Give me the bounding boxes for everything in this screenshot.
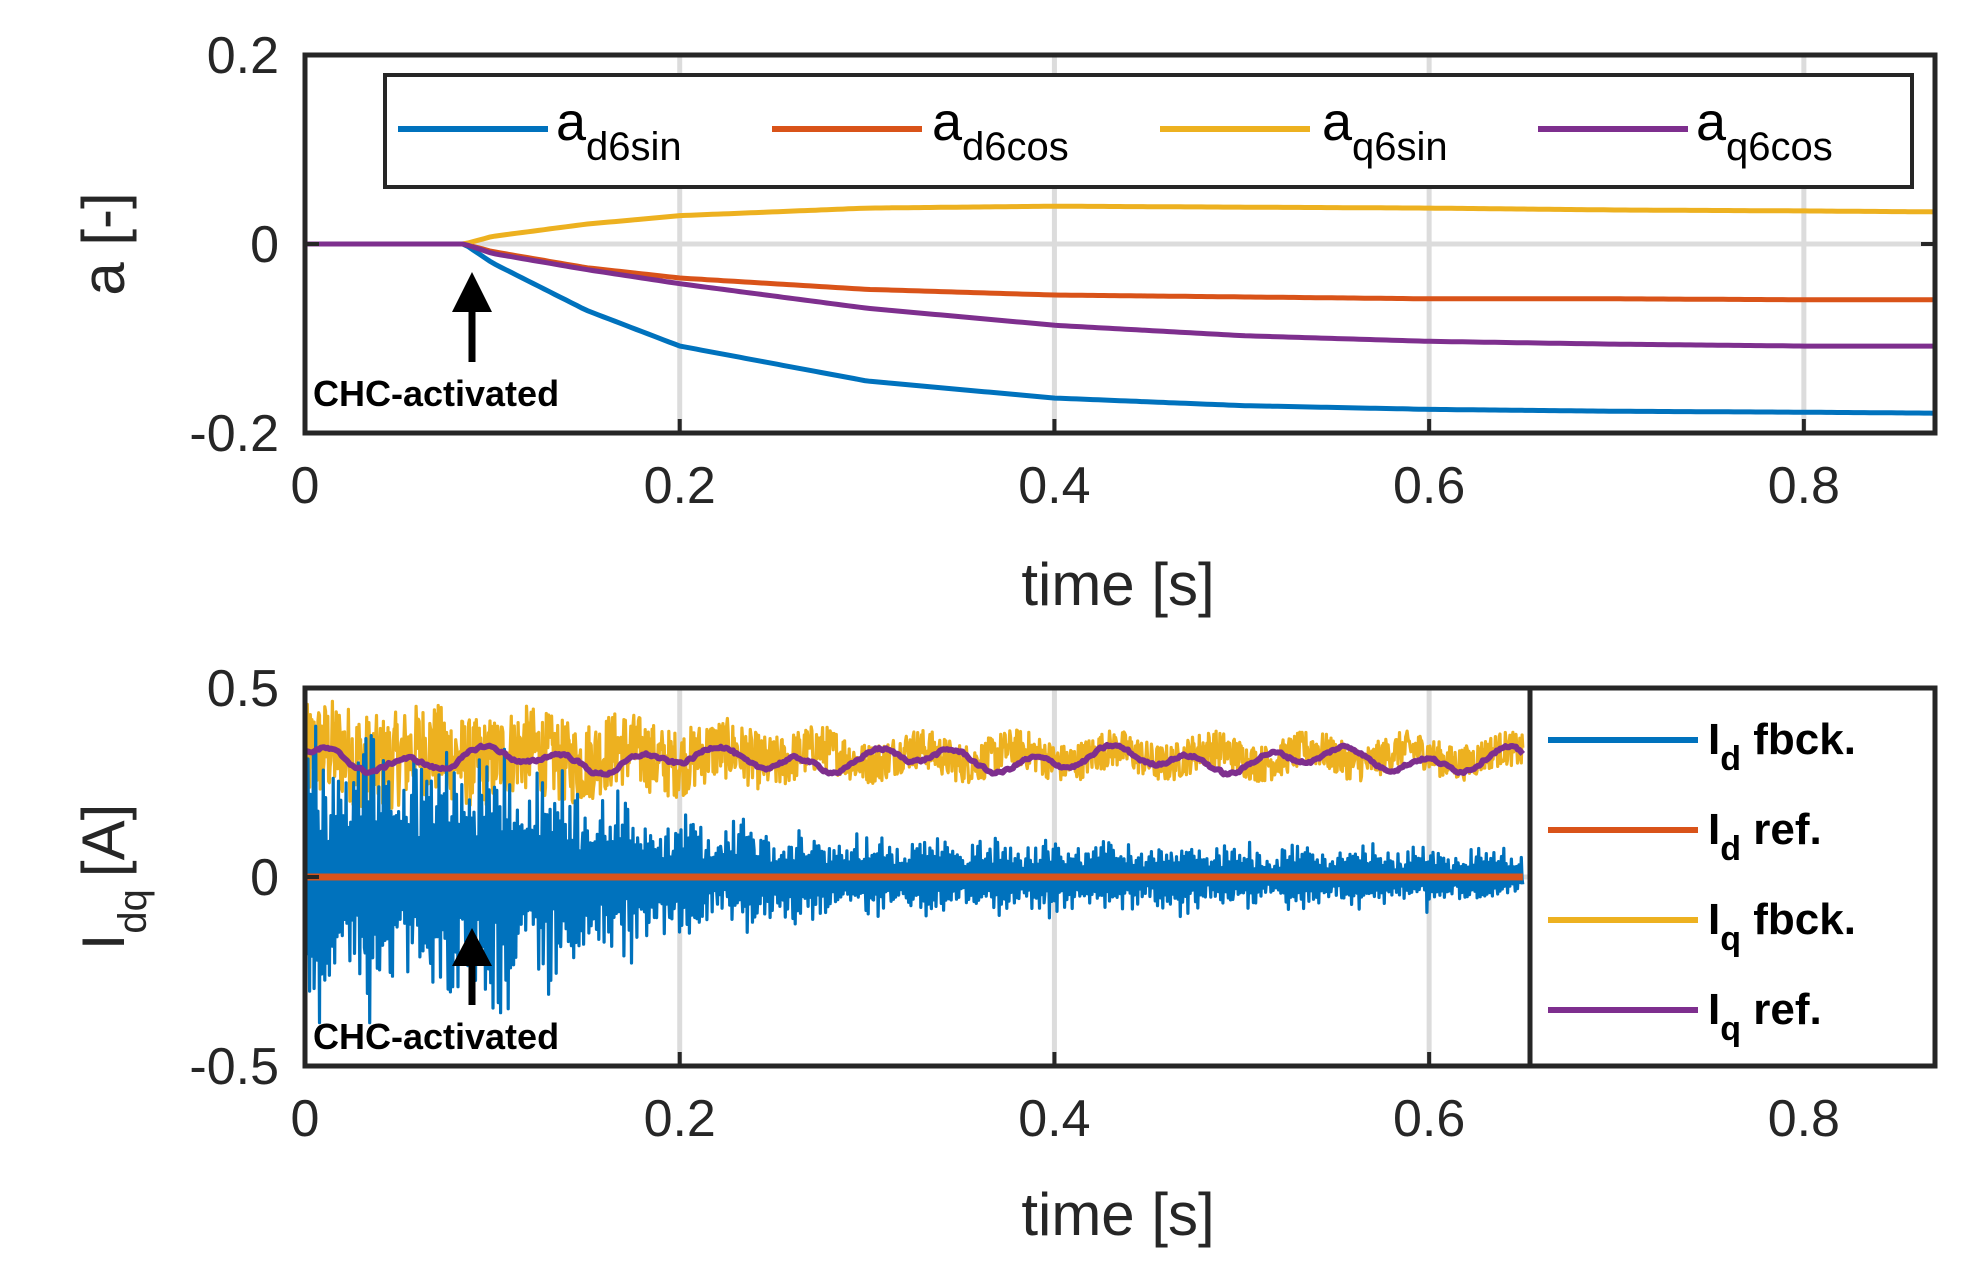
bottom-series-lines [303,699,1526,1025]
bottom-legend: Id fbck. Id ref. Iq fbck. Iq ref. [1527,685,1938,1069]
legend-entry-iq-ref: Iq ref. [1548,985,1822,1048]
bottom-x-axis-label: time [s] [1021,1181,1214,1248]
top-y-axis-label: a [-] [70,192,137,295]
bottom-x-ticks: 0 0.2 0.4 0.6 0.8 [291,1052,1840,1148]
top-x-tick-label-1: 0.2 [644,457,716,515]
svg-text:ad6cos: ad6cos [932,92,1069,169]
legend-label-aq6cos-sub: q6cos [1726,125,1833,169]
top-x-tick-label-2: 0.4 [1018,457,1090,515]
legend-label-iq-fbck-main: I [1708,895,1720,944]
bottom-legend-box [1527,685,1938,1069]
svg-text:Id fbck.: Id fbck. [1708,715,1856,778]
series-line-ad6sin [305,241,1936,416]
legend-label-aq6sin-main: a [1322,92,1353,152]
top-x-axis-label: time [s] [1021,551,1214,618]
legend-label-ad6sin-main: a [556,92,587,152]
legend-label-iq-ref-main: I [1708,985,1720,1034]
top-y-tick-label-0: 0.2 [207,27,279,85]
legend-entry-aq6cos: aq6cos [1538,92,1833,169]
top-annotation: CHC-activated [313,272,559,414]
legend-label-ad6sin-sub: d6sin [586,125,682,169]
series-line-aq6sin [305,203,1936,247]
series-line-aq6cos [305,241,1935,349]
bottom-y-ticks: 0.5 0 -0.5 [189,660,1935,1096]
bottom-annotation-text: CHC-activated [313,1016,559,1057]
svg-text:Id ref.: Id ref. [1708,805,1822,868]
svg-text:aq6cos: aq6cos [1696,92,1833,169]
legend-label-id-fbck-rest: fbck. [1741,715,1856,764]
legend-label-id-ref-main: I [1708,805,1720,854]
top-x-ticks: 0 0.2 0.4 0.6 0.8 [291,419,1840,515]
top-annotation-text: CHC-activated [313,373,559,414]
legend-entry-ad6cos: ad6cos [772,92,1069,169]
series-line-id-fbck [303,724,1525,1025]
bottom-annotation: CHC-activated [313,928,559,1057]
bottom-y-tick-label-0: 0.5 [207,660,279,718]
bottom-y-axis-label-unit: [A] [70,804,137,877]
svg-text:aq6sin: aq6sin [1322,92,1448,169]
legend-label-iq-ref-sub: q [1720,1010,1741,1048]
bottom-x-tick-label-0: 0 [291,1090,320,1148]
svg-text:Iq ref.: Iq ref. [1708,985,1822,1048]
legend-label-iq-fbck-sub: q [1720,920,1741,958]
legend-label-iq-ref-rest: ref. [1741,985,1822,1034]
legend-label-id-fbck-sub: d [1720,740,1741,778]
top-panel: 0.20-0.2 0 0.2 0.4 0.6 0.8 time [s] a [-] ad… [70,27,1938,618]
top-x-tick-label-3: 0.6 [1393,457,1465,515]
legend-label-id-ref-rest: ref. [1741,805,1822,854]
legend-label-ad6cos-sub: d6cos [962,125,1069,169]
top-x-tick-label-0: 0 [291,457,320,515]
series-line-iq-ref [303,742,1526,778]
bottom-y-axis-label-sub: dq [111,889,155,934]
legend-entry-id-fbck: Id fbck. [1548,715,1856,778]
legend-entry-id-ref: Id ref. [1548,805,1822,868]
top-y-tick-label-1: 0 [250,216,279,274]
bottom-x-tick-label-3: 0.6 [1393,1090,1465,1148]
svg-text:Idq[A]: Idq [A] [70,804,155,951]
bottom-annotation-arrow-head [452,928,492,966]
bottom-x-tick-label-1: 0.2 [644,1090,716,1148]
svg-text:ad6sin: ad6sin [556,92,682,169]
bottom-y-tick-label-2: -0.5 [189,1038,279,1096]
legend-label-aq6sin-sub: q6sin [1352,125,1448,169]
legend-label-aq6cos-main: a [1696,92,1727,152]
legend-label-ad6cos-main: a [932,92,963,152]
svg-text:Iq fbck.: Iq fbck. [1708,895,1856,958]
bottom-x-tick-label-4: 0.8 [1768,1090,1840,1148]
bottom-y-axis-label-main: I [70,934,137,951]
top-annotation-arrow-head [452,272,492,312]
top-y-tick-label-2: -0.2 [189,405,279,463]
bottom-x-tick-label-2: 0.4 [1018,1090,1090,1148]
top-legend: ad6sin ad6cos aq6sin aq6cos [383,73,1914,189]
legend-entry-iq-fbck: Iq fbck. [1548,895,1856,958]
legend-entry-aq6sin: aq6sin [1160,92,1448,169]
top-series-lines [305,203,1936,416]
top-x-tick-label-4: 0.8 [1768,457,1840,515]
bottom-panel: 0.50-0.5 0 0.2 0.4 0.6 0.8 time [s] Idq[A] I… [70,660,1938,1248]
bottom-y-tick-label-1: 0 [250,849,279,907]
legend-label-id-ref-sub: d [1720,830,1741,868]
top-y-ticks: 0.2 0 -0.2 [189,27,1935,463]
legend-label-iq-fbck-rest: fbck. [1741,895,1856,944]
legend-entry-ad6sin: ad6sin [398,92,682,169]
legend-label-id-fbck-main: I [1708,715,1720,764]
